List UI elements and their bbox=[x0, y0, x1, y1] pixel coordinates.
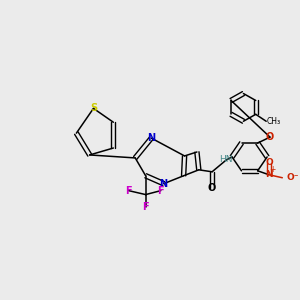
Text: S: S bbox=[90, 103, 97, 113]
Text: N: N bbox=[265, 170, 273, 179]
Text: CH₃: CH₃ bbox=[266, 117, 280, 126]
Text: F: F bbox=[125, 186, 132, 196]
Text: O: O bbox=[208, 183, 216, 193]
Text: O: O bbox=[266, 132, 274, 142]
Text: F: F bbox=[158, 186, 164, 196]
Text: N: N bbox=[160, 179, 168, 189]
Text: HN: HN bbox=[220, 155, 233, 164]
Text: O⁻: O⁻ bbox=[286, 173, 298, 182]
Text: F: F bbox=[142, 202, 149, 212]
Text: O: O bbox=[265, 158, 273, 167]
Text: N: N bbox=[147, 133, 155, 143]
Text: +: + bbox=[270, 165, 276, 174]
